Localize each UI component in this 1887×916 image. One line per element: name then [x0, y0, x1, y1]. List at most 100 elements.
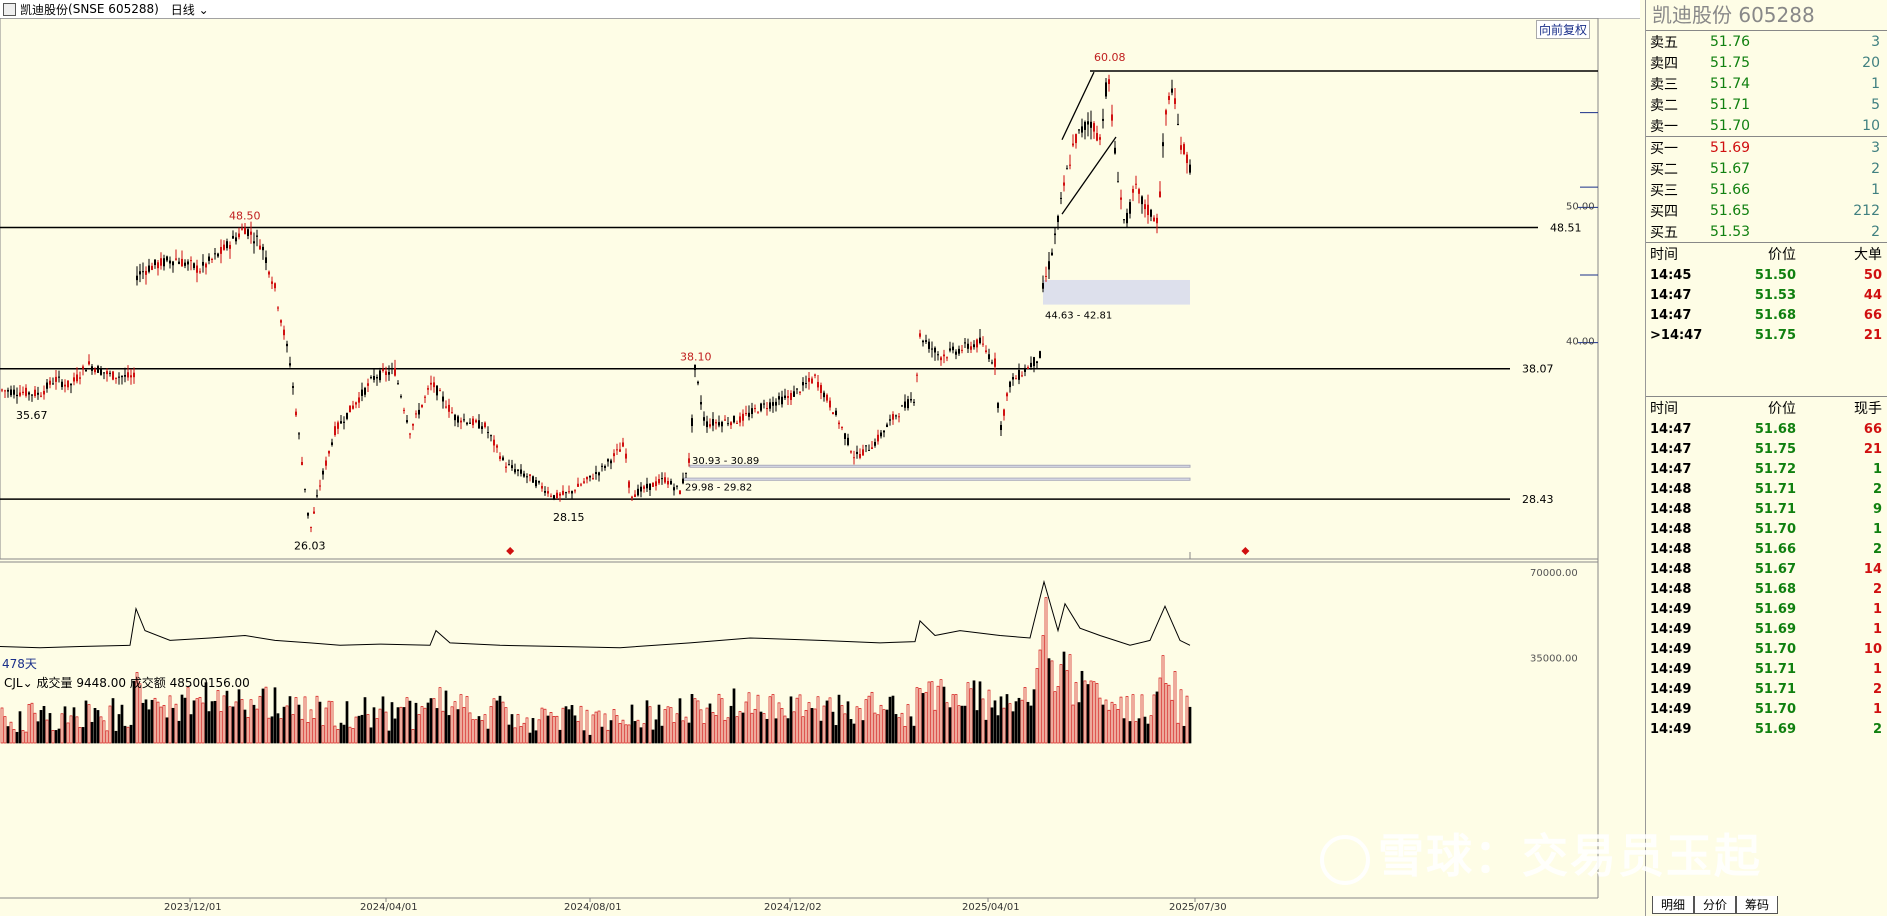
big-order-row[interactable]: 14:47 51.68 66	[1646, 305, 1887, 325]
tick-row[interactable]: 14:49 51.69 2	[1646, 719, 1887, 739]
volume-bar	[423, 707, 427, 744]
candle-body	[1180, 145, 1182, 150]
ask-row[interactable]: 卖五 51.76 3	[1646, 31, 1887, 52]
volume-bar	[582, 730, 586, 744]
volume-bar	[1188, 706, 1192, 744]
candle-body	[1051, 252, 1053, 256]
candle-body	[1105, 82, 1107, 97]
candle-body	[220, 246, 222, 254]
candle-body	[1006, 393, 1008, 397]
ask-row[interactable]: 卖二 51.71 5	[1646, 94, 1887, 115]
candle-body	[88, 361, 90, 365]
tick-row[interactable]: 14:47 51.72 1	[1646, 459, 1887, 479]
panel-tab[interactable]: 筹码	[1736, 896, 1779, 914]
candle-body	[439, 390, 441, 392]
candle-body	[280, 320, 282, 323]
tick-row[interactable]: 14:49 51.69 1	[1646, 599, 1887, 619]
candle-body	[1027, 367, 1029, 369]
candle-body	[877, 434, 879, 442]
tick-row-time: 14:47	[1650, 421, 1692, 437]
tick-row[interactable]: 14:47 51.68 66	[1646, 419, 1887, 439]
tick-row[interactable]: 14:49 51.69 1	[1646, 619, 1887, 639]
bid-row[interactable]: 买一 51.69 3	[1646, 137, 1887, 158]
signal-marker[interactable]	[506, 547, 515, 555]
channel-line[interactable]	[1061, 71, 1095, 141]
volume-bar	[123, 725, 127, 744]
volume-bar	[249, 699, 253, 744]
volume-bar	[192, 700, 196, 744]
tick-row[interactable]: 14:47 51.75 21	[1646, 439, 1887, 459]
candle-body	[1186, 154, 1188, 164]
support-line-label: 28.43	[1522, 493, 1554, 506]
volume-bar	[372, 707, 376, 744]
tick-row[interactable]: 14:48 51.71 2	[1646, 479, 1887, 499]
window-icon[interactable]	[3, 2, 16, 16]
candle-body	[400, 396, 402, 398]
candle-body	[325, 460, 327, 466]
volume-bar	[1056, 686, 1060, 744]
bid-row[interactable]: 买二 51.67 2	[1646, 158, 1887, 179]
candle-body	[343, 421, 345, 423]
signal-marker[interactable]	[1241, 547, 1250, 555]
tick-row[interactable]: 14:49 51.71 1	[1646, 659, 1887, 679]
volume-bar	[618, 723, 622, 744]
panel-tab[interactable]: 明细	[1652, 896, 1695, 914]
candle-body	[286, 343, 288, 347]
ask-row[interactable]: 卖四 51.75 20	[1646, 52, 1887, 73]
ask-row[interactable]: 卖三 51.74 1	[1646, 73, 1887, 94]
volume-bar	[759, 711, 763, 744]
tick-row[interactable]: 14:48 51.70 1	[1646, 519, 1887, 539]
volume-bar	[897, 717, 901, 744]
tick-row[interactable]: 14:49 51.70 10	[1646, 639, 1887, 659]
tick-row[interactable]: 14:48 51.68 2	[1646, 579, 1887, 599]
chart-area[interactable]: 50.00 40.00 44.63 - 42.81 30.93 - 30.89 29.9…	[0, 18, 1640, 916]
tick-row[interactable]: 14:48 51.71 9	[1646, 499, 1887, 519]
candle-body	[763, 403, 765, 405]
big-order-row-price: 51.75	[1754, 327, 1796, 343]
candle-body	[1048, 261, 1050, 270]
tick-row[interactable]: 14:48 51.67 14	[1646, 559, 1887, 579]
candle-body	[1177, 123, 1179, 125]
tick-row-price: 51.69	[1754, 601, 1796, 617]
volume-bar	[726, 717, 730, 744]
x-tick-label: 2023/12/01	[164, 902, 222, 913]
volume-bar	[1185, 695, 1189, 744]
volume-bar	[30, 702, 34, 744]
restore-button[interactable]: 向前复权	[1536, 20, 1591, 39]
tick-row-qty: 9	[1872, 501, 1882, 517]
volume-bar	[789, 696, 793, 744]
candle-body	[199, 271, 201, 273]
volume-bar	[987, 689, 991, 744]
big-order-row[interactable]: 14:45 51.50 50	[1646, 265, 1887, 285]
tick-row[interactable]: 14:49 51.70 1	[1646, 699, 1887, 719]
tick-row-price: 51.66	[1754, 541, 1796, 557]
volume-bar	[1017, 697, 1021, 744]
volume-bar	[330, 701, 334, 744]
big-order-row[interactable]: >14:47 51.75 21	[1646, 325, 1887, 345]
volume-bar	[78, 727, 82, 744]
bid-row[interactable]: 买四 51.65 212	[1646, 200, 1887, 221]
bid-row[interactable]: 买三 51.66 1	[1646, 179, 1887, 200]
channel-line[interactable]	[1061, 136, 1117, 215]
big-order-row[interactable]: 14:47 51.53 44	[1646, 285, 1887, 305]
volume-bar	[648, 706, 652, 744]
candle-body	[844, 433, 846, 439]
volume-bar	[84, 700, 88, 744]
big-order-row-time: >14:47	[1650, 327, 1703, 343]
tick-row[interactable]: 14:48 51.66 2	[1646, 539, 1887, 559]
candle-body	[739, 416, 741, 423]
candle-body	[175, 258, 177, 260]
candle-body	[907, 399, 909, 409]
candle-body	[448, 404, 450, 412]
volume-bar	[1107, 709, 1111, 744]
candle-body	[619, 449, 621, 452]
period-selector[interactable]: 日线 ⌄	[171, 1, 209, 18]
tick-row[interactable]: 14:49 51.71 2	[1646, 679, 1887, 699]
volume-bar	[705, 707, 709, 744]
indicator-selector[interactable]: CJL⌄	[4, 676, 33, 690]
ask-row[interactable]: 卖一 51.70 10	[1646, 115, 1887, 136]
panel-tab[interactable]: 分价	[1694, 896, 1737, 914]
bid-row[interactable]: 买五 51.53 2	[1646, 221, 1887, 242]
kline-chart[interactable]: 50.00 40.00 44.63 - 42.81 30.93 - 30.89 29.9…	[0, 18, 1640, 916]
volume-bar	[663, 709, 667, 744]
